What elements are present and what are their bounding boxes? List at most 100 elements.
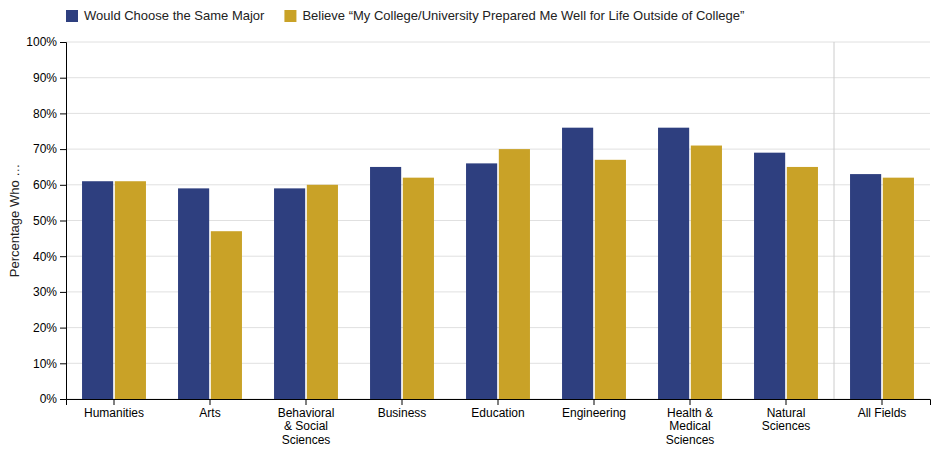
legend: Would Choose the Same Major Believe “My C… [66, 8, 744, 23]
grid [66, 42, 930, 399]
x-tick: Humanities [84, 399, 144, 420]
bar-series [82, 128, 881, 399]
tick-mark [60, 328, 66, 329]
tick-label: 30% [33, 285, 57, 299]
tick-mark [60, 42, 66, 43]
grid-line [66, 77, 930, 78]
tick-label: NaturalSciences [762, 406, 811, 434]
y-tick: 70% [33, 142, 66, 156]
tick-label: 0% [40, 392, 58, 406]
y-tick: 90% [33, 71, 66, 85]
tick-mark [60, 221, 66, 222]
bar [562, 128, 593, 399]
tick-label: All Fields [858, 406, 907, 420]
bar [82, 181, 113, 399]
tick-mark [210, 399, 211, 405]
tick-mark [60, 292, 66, 293]
y-tick: 50% [33, 214, 66, 228]
tick-mark [690, 399, 691, 405]
tick-label: 100% [26, 35, 57, 49]
x-tick: Education [471, 399, 524, 420]
y-tick: 40% [33, 250, 66, 264]
bar [115, 181, 146, 399]
legend-label: Would Choose the Same Major [84, 8, 265, 23]
y-tick: 0% [40, 392, 66, 406]
legend-swatch [66, 10, 78, 22]
x-tick: NaturalSciences [762, 399, 811, 433]
bar [178, 188, 209, 399]
legend-item: Would Choose the Same Major [66, 8, 265, 23]
legend-label: Believe “My College/University Prepared … [302, 8, 744, 23]
y-axis: 0% 10% 20% 30% 40% 50% 60% 70% 80% 90% 100% [26, 35, 66, 406]
y-tick: 30% [33, 285, 66, 299]
bars [82, 128, 914, 399]
tick-mark [306, 399, 307, 405]
bar [403, 178, 434, 399]
tick-label: Education [471, 406, 524, 420]
tick-mark [60, 185, 66, 186]
bar [211, 231, 242, 399]
grid-line [66, 113, 930, 114]
tick-label: Humanities [84, 406, 144, 420]
y-tick: 100% [26, 35, 66, 49]
bar [499, 149, 530, 399]
tick-mark [882, 399, 883, 405]
tick-label: 90% [33, 71, 57, 85]
axis-line [60, 43, 67, 400]
tick-label: Arts [199, 406, 220, 420]
bar [595, 160, 626, 399]
tick-label: 60% [33, 178, 57, 192]
bar [754, 153, 785, 399]
y-tick: 20% [33, 321, 66, 335]
bar [370, 167, 401, 399]
x-tick: Engineering [562, 399, 626, 420]
tick-mark [498, 399, 499, 405]
tick-mark [60, 363, 66, 364]
tick-mark [60, 78, 66, 79]
tick-mark [594, 399, 595, 405]
x-tick: Arts [199, 399, 220, 420]
y-tick: 60% [33, 178, 66, 192]
tick-label: Health &MedicalSciences [666, 406, 715, 448]
tick-mark [60, 149, 66, 150]
x-axis: Humanities Arts Behavioral& SocialSciences… [67, 399, 931, 447]
bar [658, 128, 689, 399]
legend-item: Believe “My College/University Prepared … [284, 8, 744, 23]
tick-mark [60, 399, 66, 400]
bar [883, 178, 914, 399]
bar [850, 174, 881, 399]
separator [834, 42, 835, 399]
bar [307, 185, 338, 399]
bar [274, 188, 305, 399]
tick-label: Engineering [562, 406, 626, 420]
tick-label: 50% [33, 214, 57, 228]
x-tick: Business [378, 399, 427, 420]
tick-mark [60, 113, 66, 114]
axis-line [67, 400, 931, 406]
tick-label: 40% [33, 250, 57, 264]
tick-mark [60, 256, 66, 257]
y-axis-title: Percentage Who … [7, 164, 22, 277]
grid-line [66, 149, 930, 150]
bar [787, 167, 818, 399]
tick-label: Business [378, 406, 427, 420]
x-tick: Health &MedicalSciences [666, 399, 715, 447]
bar-series [115, 146, 914, 399]
legend-swatch [284, 10, 296, 22]
grid-line [66, 42, 930, 43]
tick-label: Behavioral& SocialSciences [278, 406, 335, 448]
bar [691, 146, 722, 399]
bar [466, 163, 497, 399]
x-tick: All Fields [858, 399, 907, 420]
tick-label: 80% [33, 107, 57, 121]
y-tick: 10% [33, 357, 66, 371]
tick-label: 20% [33, 321, 57, 335]
chart: Would Choose the Same Major Believe “My C… [0, 0, 950, 459]
x-tick: Behavioral& SocialSciences [278, 399, 335, 447]
tick-label: 70% [33, 142, 57, 156]
tick-mark [114, 399, 115, 405]
tick-mark [786, 399, 787, 405]
y-tick: 80% [33, 107, 66, 121]
plot: 0% 10% 20% 30% 40% 50% 60% 70% 80% 90% 100% Humanit… [26, 35, 930, 447]
tick-label: 10% [33, 357, 57, 371]
